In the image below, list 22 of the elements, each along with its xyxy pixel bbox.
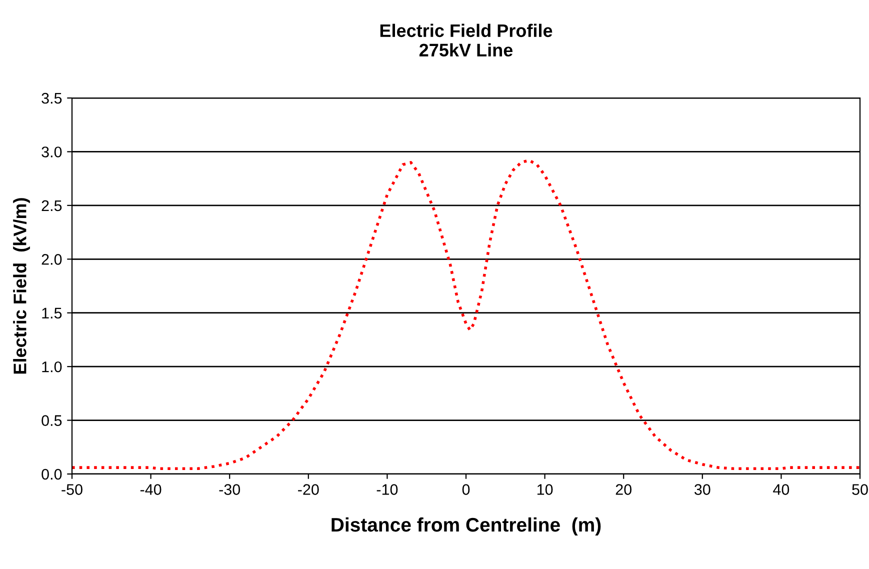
y-tick-label: 0.5 xyxy=(42,415,62,426)
x-tick-label: 10 xyxy=(537,484,553,495)
x-axis-title: Distance from Centreline (m) xyxy=(332,517,601,536)
y-tick-label: 3.5 xyxy=(42,92,62,104)
x-tick-label: -50 xyxy=(62,484,82,495)
x-tick-label: -40 xyxy=(140,484,162,495)
x-tick-label: 50 xyxy=(852,484,868,495)
x-tick-label: -30 xyxy=(219,484,240,495)
x-tick-label: -20 xyxy=(298,484,319,495)
x-tick-label: -10 xyxy=(376,484,398,495)
x-tick-label: 0 xyxy=(462,484,470,495)
y-tick-label: 1.0 xyxy=(42,361,62,372)
y-tick-label: 2.5 xyxy=(42,200,62,212)
x-tick-label: 30 xyxy=(694,484,710,495)
y-tick-label: 1.5 xyxy=(42,308,62,319)
y-tick-label: 0.0 xyxy=(42,468,62,480)
x-tick-label: 40 xyxy=(773,484,790,495)
y-tick-label: 2.0 xyxy=(42,254,62,265)
y-axis-title: Electric Field (kV/m) xyxy=(13,198,30,374)
x-tick-label: 20 xyxy=(616,484,632,495)
y-tick-label: 3.0 xyxy=(42,146,62,158)
chart-title: Electric Field Profile 275kV Line xyxy=(380,24,552,57)
